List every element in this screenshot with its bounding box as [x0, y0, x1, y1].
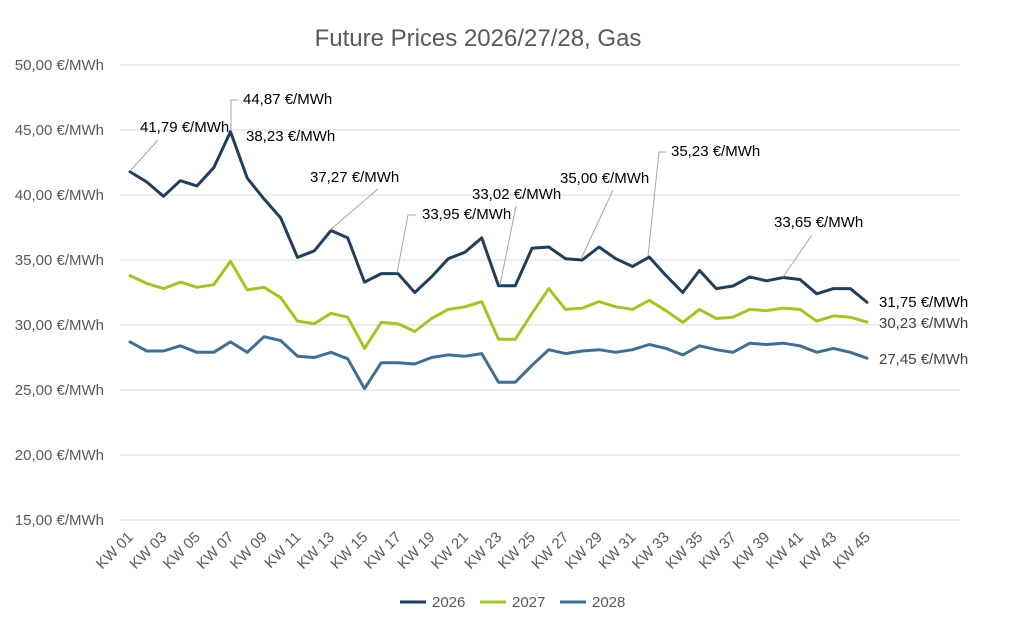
annotation-leader — [230, 99, 238, 130]
x-tick-label: KW 19 — [394, 529, 438, 573]
data-label: 31,75 €/MWh — [879, 294, 968, 311]
series-lines — [128, 130, 869, 391]
y-tick-label: 20,00 €/MWh — [15, 447, 104, 464]
legend-label-2027: 2027 — [512, 594, 545, 611]
annotation-leader — [129, 139, 159, 172]
x-tick-label: KW 03 — [126, 529, 170, 573]
x-tick-label: KW 33 — [629, 529, 673, 573]
annotation-leader — [782, 234, 813, 278]
x-tick-label: KW 29 — [562, 529, 606, 573]
x-tick-label: KW 21 — [428, 529, 472, 573]
y-tick-label: 30,00 €/MWh — [15, 317, 104, 334]
x-tick-label: KW 23 — [461, 529, 505, 573]
x-tick-label: KW 45 — [830, 529, 874, 573]
y-tick-label: 15,00 €/MWh — [15, 512, 104, 529]
x-tick-label: KW 25 — [495, 529, 539, 573]
x-tick-label: KW 13 — [294, 529, 338, 573]
y-tick-label: 40,00 €/MWh — [15, 187, 104, 204]
x-tick-label: KW 35 — [662, 529, 706, 573]
data-label: 38,23 €/MWh — [246, 128, 335, 145]
x-tick-label: KW 41 — [763, 529, 807, 573]
legend-label-2028: 2028 — [592, 594, 625, 611]
data-label: 33,65 €/MWh — [774, 214, 863, 231]
data-annotations: 41,79 €/MWh 44,87 €/MWh 38,23 €/MWh 37,27 €… — [129, 91, 968, 368]
data-label: 35,00 €/MWh — [560, 170, 649, 187]
y-tick-label: 50,00 €/MWh — [15, 57, 104, 74]
legend: 2026 2027 2028 — [400, 594, 625, 611]
legend-label-2026: 2026 — [432, 594, 465, 611]
data-label: 37,27 €/MWh — [310, 169, 399, 186]
y-tick-label: 45,00 €/MWh — [15, 122, 104, 139]
x-tick-label: KW 39 — [729, 529, 773, 573]
annotation-leader — [580, 189, 614, 260]
data-label: 41,79 €/MWh — [140, 119, 229, 136]
y-axis: 15,00 €/MWh 20,00 €/MWh 25,00 €/MWh 30,00 €… — [15, 57, 104, 529]
x-tick-label: KW 31 — [595, 529, 639, 573]
x-tick-label: KW 07 — [193, 529, 237, 573]
x-tick-label: KW 01 — [93, 529, 137, 573]
series-line-2026 — [128, 130, 869, 304]
x-tick-label: KW 15 — [327, 529, 371, 573]
series-line-2028 — [128, 335, 869, 391]
data-label: 27,45 €/MWh — [879, 351, 968, 368]
series-line-2027 — [128, 259, 869, 350]
x-tick-label: KW 17 — [361, 529, 405, 573]
annotation-leader — [329, 188, 379, 231]
annotation-leader — [647, 151, 666, 257]
x-tick-label: KW 09 — [227, 529, 271, 573]
data-label: 30,23 €/MWh — [879, 315, 968, 332]
y-tick-label: 25,00 €/MWh — [15, 382, 104, 399]
data-label: 35,23 €/MWh — [671, 143, 760, 160]
annotation-leader — [499, 205, 517, 286]
x-tick-label: KW 27 — [528, 529, 572, 573]
annotation-leader — [396, 214, 416, 274]
x-tick-label: KW 05 — [160, 529, 204, 573]
chart-title: Future Prices 2026/27/28, Gas — [315, 25, 642, 52]
data-label: 33,02 €/MWh — [472, 186, 561, 203]
x-tick-label: KW 43 — [796, 529, 840, 573]
data-label: 44,87 €/MWh — [243, 91, 332, 108]
x-tick-label: KW 37 — [696, 529, 740, 573]
data-label: 33,95 €/MWh — [422, 206, 511, 223]
y-tick-label: 35,00 €/MWh — [15, 252, 104, 269]
